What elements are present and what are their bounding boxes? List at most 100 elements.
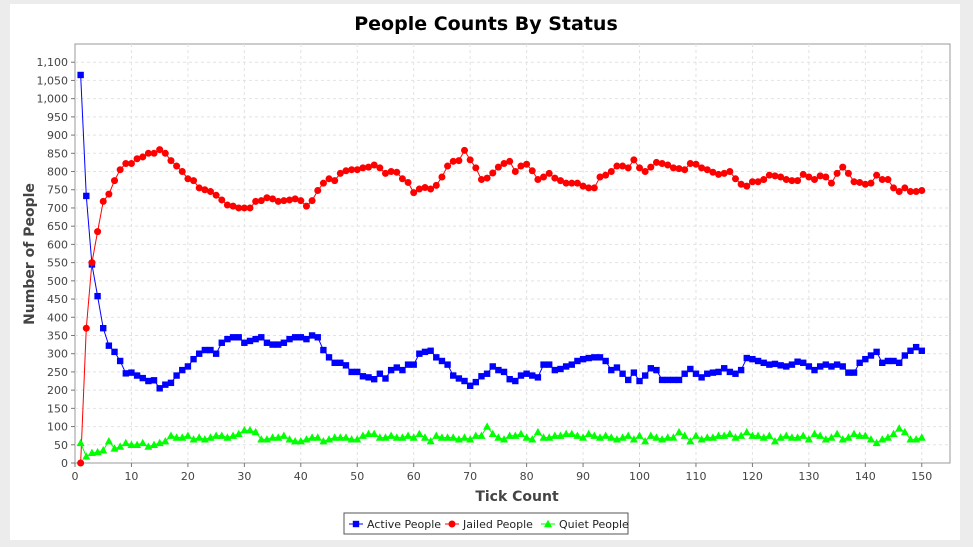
data-point xyxy=(629,435,638,443)
data-point xyxy=(568,179,576,187)
data-point xyxy=(111,177,119,185)
data-point xyxy=(584,429,593,438)
data-point xyxy=(602,171,610,179)
data-point xyxy=(240,204,248,212)
data-point xyxy=(680,431,689,439)
data-point xyxy=(421,348,429,356)
data-point xyxy=(183,431,192,439)
data-point xyxy=(483,174,491,182)
data-point xyxy=(833,169,841,177)
data-point xyxy=(104,436,113,445)
data-point xyxy=(471,431,480,439)
data-point xyxy=(635,431,644,439)
data-point xyxy=(833,361,841,368)
data-point xyxy=(663,433,672,441)
y-tick-label: 50 xyxy=(54,439,68,452)
data-point xyxy=(359,373,367,380)
data-point xyxy=(375,433,384,441)
data-point xyxy=(392,433,401,441)
data-point xyxy=(477,431,486,439)
data-point xyxy=(308,332,316,339)
data-point xyxy=(794,177,802,185)
x-tick-label: 130 xyxy=(798,470,819,483)
data-point xyxy=(540,361,547,368)
data-point xyxy=(788,177,796,185)
data-point xyxy=(320,346,327,354)
data-point xyxy=(771,360,779,368)
data-point xyxy=(280,197,288,205)
data-point xyxy=(596,354,604,361)
data-point xyxy=(800,359,807,367)
data-point xyxy=(624,164,632,172)
data-point xyxy=(624,431,633,439)
data-point xyxy=(636,164,644,172)
data-point xyxy=(94,228,102,236)
data-point xyxy=(619,162,627,170)
data-point xyxy=(850,178,858,186)
data-point xyxy=(229,334,237,341)
data-point xyxy=(461,377,468,385)
data-point xyxy=(669,433,678,441)
data-point xyxy=(257,197,265,205)
y-tick-label: 1,100 xyxy=(37,56,69,69)
data-point xyxy=(319,179,327,187)
data-point xyxy=(444,162,452,170)
legend-label: Active People xyxy=(367,518,441,531)
data-point xyxy=(240,426,249,434)
data-point xyxy=(799,431,808,439)
data-point xyxy=(111,348,118,356)
data-point xyxy=(364,429,373,438)
data-point xyxy=(365,163,373,171)
data-point xyxy=(128,369,135,376)
data-point xyxy=(184,363,192,370)
data-point xyxy=(201,346,209,354)
data-point xyxy=(432,181,440,189)
x-tick-label: 40 xyxy=(294,470,308,483)
data-point xyxy=(630,369,638,376)
x-tick-label: 80 xyxy=(520,470,534,483)
x-tick-label: 150 xyxy=(911,470,932,483)
data-point xyxy=(714,431,723,439)
legend-marker xyxy=(544,519,552,528)
data-point xyxy=(912,343,920,351)
data-point xyxy=(523,160,531,168)
data-point xyxy=(279,431,288,439)
data-point xyxy=(483,422,492,430)
data-point xyxy=(799,170,807,178)
data-point xyxy=(184,175,192,183)
y-tick-label: 700 xyxy=(47,202,68,215)
data-point xyxy=(291,334,299,341)
data-point xyxy=(528,435,537,443)
data-point xyxy=(844,169,852,177)
data-point xyxy=(325,354,333,361)
data-point xyxy=(811,176,819,184)
data-point xyxy=(88,259,96,267)
data-point xyxy=(421,184,429,192)
data-point xyxy=(737,431,746,439)
data-point xyxy=(234,429,243,438)
data-point xyxy=(725,429,734,438)
data-point xyxy=(251,427,260,436)
series-jailed-people xyxy=(77,146,926,467)
data-point xyxy=(365,374,372,381)
data-point xyxy=(269,195,277,203)
data-point xyxy=(218,196,226,204)
data-point xyxy=(782,431,791,439)
data-point xyxy=(737,366,745,374)
data-point xyxy=(353,435,362,443)
data-point xyxy=(556,177,564,185)
data-point xyxy=(607,168,615,176)
legend: Active People Jailed People Quiet People xyxy=(343,512,629,535)
data-point xyxy=(308,197,316,205)
chart-canvas: People Counts By Status 0501001502002503… xyxy=(22,13,951,535)
data-point xyxy=(652,158,660,166)
y-tick-label: 500 xyxy=(47,275,68,288)
data-point xyxy=(516,429,525,438)
grid-lines xyxy=(75,44,950,463)
data-point xyxy=(760,359,767,367)
data-point xyxy=(257,435,266,443)
legend-marker xyxy=(448,520,456,528)
data-point xyxy=(83,192,90,200)
data-point xyxy=(167,379,175,387)
data-point xyxy=(726,168,734,176)
